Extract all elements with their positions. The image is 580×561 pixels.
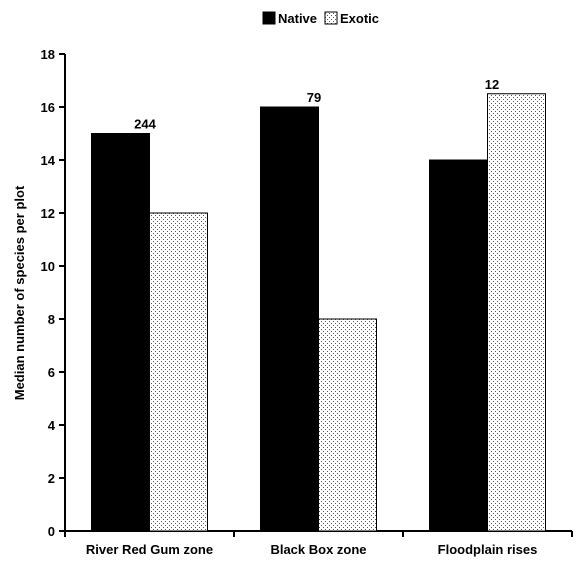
y-tick-label: 2 bbox=[48, 471, 55, 486]
y-tick-label: 12 bbox=[41, 206, 55, 221]
legend: Native Exotic bbox=[262, 11, 379, 26]
y-axis: 0 2 4 6 8 10 12 14 16 18 bbox=[41, 47, 66, 539]
y-tick-label: 8 bbox=[48, 312, 55, 327]
legend-swatch-native bbox=[262, 11, 276, 25]
y-tick-label: 4 bbox=[48, 418, 56, 433]
x-category-label: River Red Gum zone bbox=[86, 542, 213, 557]
x-category-label: Black Box zone bbox=[270, 542, 366, 557]
legend-label-native: Native bbox=[278, 11, 317, 26]
sample-size-label: 244 bbox=[134, 117, 156, 132]
bar-exotic-2 bbox=[487, 93, 546, 532]
x-axis: River Red Gum zone Black Box zone Floodpla… bbox=[64, 530, 573, 557]
y-tick-label: 18 bbox=[41, 47, 55, 62]
y-tick-label: 10 bbox=[41, 259, 55, 274]
y-axis-title: Median number of species per plot bbox=[12, 185, 27, 400]
bars bbox=[91, 93, 546, 532]
legend-label-exotic: Exotic bbox=[340, 11, 379, 26]
y-tick-label: 16 bbox=[41, 100, 55, 115]
sample-size-label: 79 bbox=[307, 90, 321, 105]
y-tick-label: 6 bbox=[48, 365, 55, 380]
data-labels: 244 79 12 bbox=[134, 77, 499, 132]
bar-exotic-0 bbox=[149, 212, 208, 532]
bar-exotic-1 bbox=[318, 318, 377, 532]
sample-size-label: 12 bbox=[485, 77, 499, 92]
bar-native-0 bbox=[91, 133, 150, 532]
legend-swatch-exotic bbox=[324, 11, 338, 25]
bar-native-1 bbox=[260, 106, 319, 532]
y-tick-label: 0 bbox=[48, 524, 55, 539]
y-tick-label: 14 bbox=[41, 153, 56, 168]
bar-native-2 bbox=[429, 159, 488, 532]
x-category-label: Floodplain rises bbox=[438, 542, 538, 557]
